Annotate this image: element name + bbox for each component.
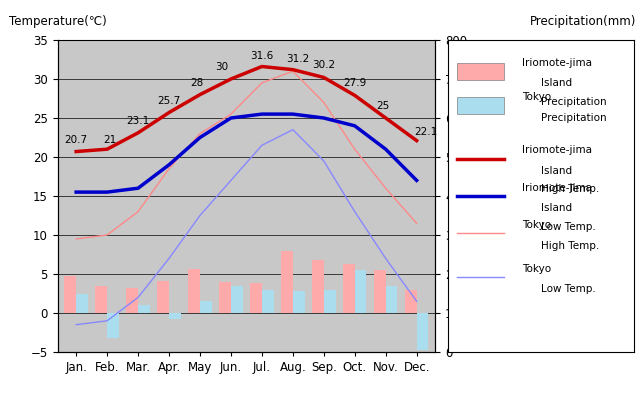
Text: 22.1: 22.1 bbox=[414, 127, 438, 137]
Bar bbox=[188, 269, 200, 313]
Text: 23.1: 23.1 bbox=[127, 116, 150, 126]
Text: 25.7: 25.7 bbox=[157, 96, 180, 106]
Text: Precipitation: Precipitation bbox=[541, 113, 607, 123]
Text: 21: 21 bbox=[104, 134, 117, 144]
Text: Low Temp.: Low Temp. bbox=[541, 222, 596, 232]
Text: Low Temp.: Low Temp. bbox=[541, 284, 596, 294]
Bar bbox=[293, 291, 305, 313]
Bar bbox=[107, 313, 119, 338]
Bar bbox=[65, 276, 76, 313]
Bar bbox=[138, 305, 150, 313]
Bar bbox=[281, 250, 293, 313]
Text: 20.7: 20.7 bbox=[65, 135, 88, 145]
Bar bbox=[219, 282, 231, 313]
Text: Iriomote-jima: Iriomote-jima bbox=[522, 146, 592, 156]
Text: Island: Island bbox=[541, 78, 572, 88]
Bar bbox=[417, 313, 428, 350]
Text: 30: 30 bbox=[215, 62, 228, 72]
Bar bbox=[343, 264, 355, 313]
Bar bbox=[405, 290, 417, 313]
Text: Island: Island bbox=[541, 203, 572, 213]
Text: Tokyo: Tokyo bbox=[522, 220, 552, 230]
Text: Precipitation(mm): Precipitation(mm) bbox=[529, 14, 636, 28]
Bar bbox=[250, 283, 262, 313]
Bar bbox=[126, 288, 138, 313]
Bar bbox=[231, 286, 243, 313]
Bar bbox=[95, 286, 107, 313]
Text: Iriomote-jima: Iriomote-jima bbox=[522, 58, 592, 68]
Bar bbox=[374, 270, 386, 313]
Text: Tokyo: Tokyo bbox=[522, 92, 552, 102]
Text: High Temp.: High Temp. bbox=[541, 240, 599, 250]
Bar bbox=[457, 97, 504, 114]
Text: High Temp.: High Temp. bbox=[541, 184, 599, 194]
Text: 27.9: 27.9 bbox=[343, 78, 366, 88]
Text: Island: Island bbox=[541, 166, 572, 176]
Bar bbox=[457, 63, 504, 80]
Text: 30.2: 30.2 bbox=[312, 60, 335, 70]
Bar bbox=[355, 270, 367, 313]
Text: Temperature(℃): Temperature(℃) bbox=[8, 14, 106, 28]
Text: Precipitation: Precipitation bbox=[541, 97, 607, 107]
Text: Iriomote-jima: Iriomote-jima bbox=[522, 183, 592, 193]
Text: 25: 25 bbox=[376, 101, 389, 111]
Text: 31.2: 31.2 bbox=[286, 54, 309, 64]
Bar bbox=[169, 313, 180, 319]
Bar bbox=[76, 294, 88, 313]
Bar bbox=[262, 290, 274, 313]
Bar bbox=[386, 286, 397, 313]
Bar bbox=[324, 290, 335, 313]
Text: Tokyo: Tokyo bbox=[522, 264, 552, 274]
Bar bbox=[312, 260, 324, 313]
Text: 31.6: 31.6 bbox=[250, 51, 273, 61]
Bar bbox=[157, 281, 169, 313]
Text: 28: 28 bbox=[190, 78, 204, 88]
Bar bbox=[200, 301, 212, 313]
